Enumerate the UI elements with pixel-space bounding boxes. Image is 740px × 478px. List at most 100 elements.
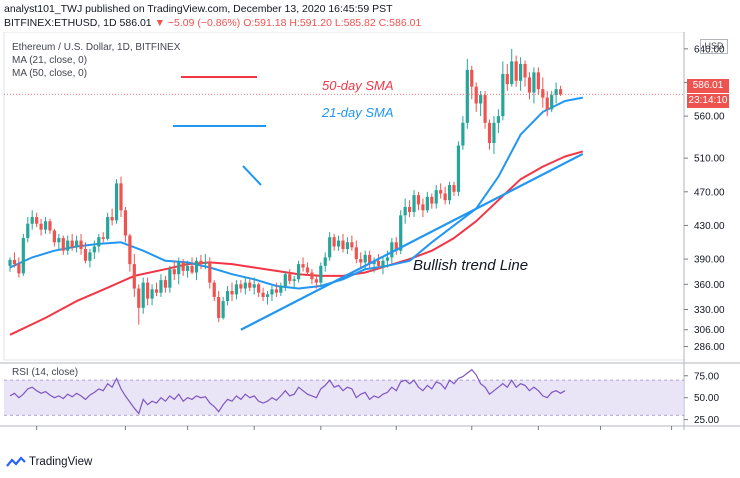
candle-body xyxy=(194,260,199,273)
candle xyxy=(70,233,74,251)
candle xyxy=(101,232,105,243)
candle xyxy=(461,116,465,150)
candle-body xyxy=(141,282,145,308)
candle-body xyxy=(421,204,425,211)
candle-body xyxy=(536,72,540,90)
price-chart[interactable]: 50-day SMA 21-day SMA Bullish trend Line 6… xyxy=(0,32,740,430)
candle-body xyxy=(30,217,34,224)
candle-body xyxy=(452,185,456,192)
candle-body xyxy=(265,294,270,297)
candle xyxy=(323,252,327,272)
price-tick-label: 510.00 xyxy=(694,154,725,165)
candle xyxy=(305,262,310,276)
legend-ma21[interactable]: MA (21, close, 0) xyxy=(12,55,88,66)
candle xyxy=(181,259,185,276)
publish-info: analyst101_TWJ published on TradingView.… xyxy=(4,3,393,15)
price-tick-label: 390.00 xyxy=(694,255,725,266)
footer-brand-label: TradingView xyxy=(29,456,93,469)
candle xyxy=(208,257,212,289)
candle xyxy=(314,274,318,289)
candle-body xyxy=(328,237,332,258)
candle-body xyxy=(88,252,92,261)
candle-body xyxy=(83,248,88,261)
candle xyxy=(443,186,447,205)
candle-body xyxy=(434,190,438,204)
candle xyxy=(8,257,12,272)
candle-body xyxy=(430,196,434,204)
candle xyxy=(496,109,500,133)
candle xyxy=(186,260,190,278)
candle-body xyxy=(479,95,483,104)
candle xyxy=(248,279,252,292)
candle xyxy=(212,280,216,302)
candle-body xyxy=(270,289,274,295)
candle-body xyxy=(119,183,123,211)
candle xyxy=(381,257,385,275)
candle xyxy=(141,277,145,314)
candle xyxy=(30,210,34,230)
candle xyxy=(332,233,336,251)
time-axis: 17Sep15Oct15Nov16Dec15202 xyxy=(36,426,673,430)
candle-body xyxy=(350,242,354,248)
price-axis: 640.00600.00560.00510.00470.00430.00390.… xyxy=(4,44,725,353)
candle xyxy=(203,254,207,270)
candle xyxy=(465,58,469,129)
candle-body xyxy=(8,259,12,266)
candle xyxy=(97,233,101,253)
candle-body xyxy=(137,288,141,308)
candle-body xyxy=(545,97,549,110)
drawn-stroke xyxy=(242,165,262,186)
candle xyxy=(501,61,505,121)
price-tick-label: 430.00 xyxy=(694,221,725,232)
candle xyxy=(35,212,39,228)
candle-body xyxy=(61,238,65,251)
rsi-tick-label: 75.00 xyxy=(694,371,719,382)
candle xyxy=(146,277,150,306)
candle-body xyxy=(190,265,194,273)
candle xyxy=(221,296,225,320)
candle xyxy=(452,181,456,196)
ohlc-values: O:591.18 H:591.20 L:585.82 C:586.01 xyxy=(243,17,422,29)
candle-body xyxy=(257,284,261,293)
candle-body xyxy=(261,292,265,297)
candle xyxy=(225,285,230,306)
candle xyxy=(66,235,70,255)
candle-body xyxy=(35,217,39,224)
candle xyxy=(319,262,323,286)
candle-body xyxy=(79,240,83,249)
candle xyxy=(350,235,354,251)
candle xyxy=(554,82,558,104)
currency-button[interactable]: USD xyxy=(700,39,728,54)
candle-body xyxy=(399,215,403,251)
candle xyxy=(150,284,154,306)
candle-body xyxy=(532,72,536,93)
candle-body xyxy=(465,69,469,123)
candle-body xyxy=(239,284,243,289)
trend-line-label: Bullish trend Line xyxy=(413,257,528,274)
trendline-group xyxy=(240,152,584,331)
candle-body xyxy=(456,145,461,192)
candle-body xyxy=(341,240,345,249)
bar-countdown-tag: 23:14:10 xyxy=(687,94,729,108)
candle-body xyxy=(70,240,74,248)
legend-ma50[interactable]: MA (50, close, 0) xyxy=(12,68,88,79)
candle-body xyxy=(470,69,474,87)
candle-body xyxy=(221,301,225,318)
ma21-series xyxy=(9,96,583,290)
candle xyxy=(123,206,128,243)
candle xyxy=(243,277,247,295)
last-price-tag: 586.01 xyxy=(687,79,729,93)
candle-body xyxy=(527,77,532,93)
candle-body xyxy=(385,257,389,261)
candle xyxy=(519,57,523,91)
candle-body xyxy=(48,221,52,231)
candle xyxy=(345,237,350,255)
candle xyxy=(17,257,21,278)
candle-body xyxy=(230,291,234,295)
footer-brand[interactable]: TradingView xyxy=(6,456,92,468)
candle xyxy=(532,67,536,104)
candle-body xyxy=(550,95,554,110)
candle xyxy=(159,274,163,297)
candle-series xyxy=(8,48,563,325)
candle-body xyxy=(163,280,167,288)
